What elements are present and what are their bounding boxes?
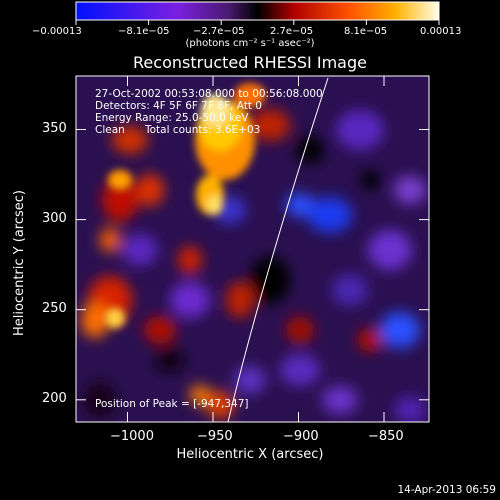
colorbar-ticks bbox=[75, 20, 440, 25]
annotation-time: 27-Oct-2002 00:53:08.000 to 00:56:08.000 bbox=[95, 88, 323, 100]
colorbar-label-2: −2.7e−05 bbox=[193, 26, 245, 37]
x-tick-label: −950 bbox=[197, 429, 233, 444]
colorbar-label-5: 0.00013 bbox=[420, 26, 462, 37]
chart-title: Reconstructed RHESSI Image bbox=[133, 53, 367, 72]
y-tick-label: 300 bbox=[42, 211, 67, 226]
y-tick-label: 200 bbox=[42, 391, 67, 406]
colorbar-unit: (photons cm⁻² s⁻¹ asec⁻²) bbox=[185, 38, 315, 49]
y-tick-label: 350 bbox=[42, 121, 67, 136]
x-axis-label: Heliocentric X (arcsec) bbox=[176, 447, 324, 462]
plot-frame bbox=[75, 75, 430, 423]
colorbar-label-3: 2.7e−05 bbox=[270, 26, 314, 37]
annotation-peak: Position of Peak = [-947,347] bbox=[95, 398, 249, 410]
colorbar-label-0: −0.00013 bbox=[32, 26, 82, 37]
x-tick-label: −900 bbox=[283, 429, 319, 444]
annotation-counts: Total counts: 3.6E+03 bbox=[145, 124, 261, 136]
colorbar bbox=[75, 1, 440, 25]
annotation-detectors: Detectors: 4F 5F 6F 7F 8F, Att 0 bbox=[95, 100, 262, 112]
y-axis-label: Heliocentric Y (arcsec) bbox=[12, 190, 27, 336]
y-tick-label: 250 bbox=[42, 301, 67, 316]
annotation-method: Clean bbox=[95, 124, 125, 136]
heatmap-image bbox=[76, 76, 429, 422]
x-axis-ticks bbox=[127, 76, 385, 422]
colorbar-gradient bbox=[75, 1, 440, 21]
colorbar-label-4: 8.1e−05 bbox=[344, 26, 388, 37]
x-tick-label: −1000 bbox=[110, 429, 154, 444]
footer-timestamp: 14-Apr-2013 06:59 bbox=[397, 484, 496, 496]
y-axis-ticks bbox=[76, 129, 429, 401]
annotation-energy: Energy Range: 25.0-50.0 keV bbox=[95, 112, 249, 124]
x-tick-label: −850 bbox=[368, 429, 404, 444]
solar-limb-curve bbox=[227, 77, 329, 422]
colorbar-label-1: −8.1e−05 bbox=[118, 26, 170, 37]
